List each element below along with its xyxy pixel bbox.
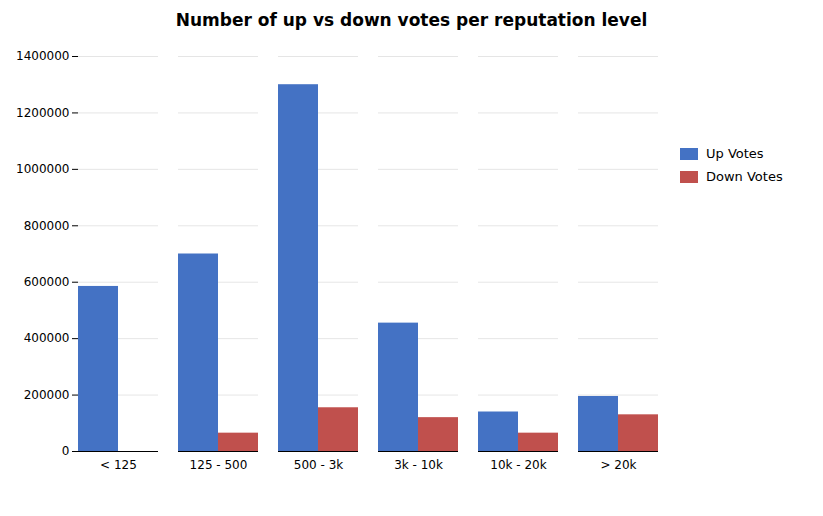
svg-text:500 - 3k: 500 - 3k (294, 458, 343, 472)
html-text:Number of up vs down votes per: Number of up vs down votes per reputatio… (175, 10, 648, 30)
html-text:Down Votes: Down Votes (706, 169, 783, 184)
svg-text:800000: 800000 (24, 219, 70, 233)
svg-text:600000: 600000 (24, 275, 70, 289)
svg-text:1200000: 1200000 (16, 106, 69, 120)
svg-text:1000000: 1000000 (16, 162, 69, 176)
svg-text:< 125: < 125 (100, 458, 137, 472)
svg-text:3k - 10k: 3k - 10k (394, 458, 443, 472)
svg-text:> 20k: > 20k (600, 458, 636, 472)
svg-text:10k - 20k: 10k - 20k (490, 458, 546, 472)
svg-text:0: 0 (62, 444, 70, 458)
svg-text:200000: 200000 (24, 388, 70, 402)
html-text:Up Votes: Up Votes (706, 146, 764, 161)
svg-text:400000: 400000 (24, 331, 70, 345)
svg-text:125 - 500: 125 - 500 (190, 458, 248, 472)
svg-text:1400000: 1400000 (16, 49, 69, 63)
